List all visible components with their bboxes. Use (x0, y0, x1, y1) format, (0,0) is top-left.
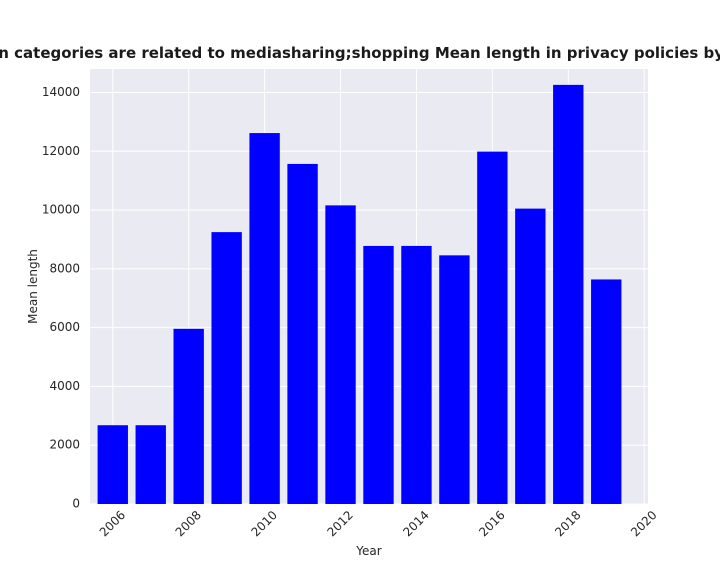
bar-2018 (553, 84, 584, 505)
x-tick-label: 2020 (628, 508, 659, 539)
x-tick-label: 2010 (249, 508, 280, 539)
bar-2011 (287, 163, 318, 505)
bar-2008 (173, 328, 204, 504)
bar-2016 (477, 151, 508, 504)
y-tick-labels: 0 2000 4000 6000 8000 10000 12000 14000 (42, 85, 80, 510)
y-tick-label: 14000 (42, 85, 80, 99)
y-tick-label: 2000 (49, 438, 80, 452)
bar-2009 (211, 232, 242, 504)
x-tick-label: 2006 (97, 508, 128, 539)
x-axis-label: Year (355, 544, 381, 558)
y-tick-label: 0 (72, 497, 80, 511)
y-tick-label: 12000 (42, 144, 80, 158)
bar-2019 (591, 279, 622, 504)
x-tick-label: 2008 (173, 508, 204, 539)
bars-group (97, 84, 622, 505)
x-tick-label: 2014 (400, 508, 431, 539)
chart-title: when categories are related to mediashar… (0, 44, 720, 62)
bar-2014 (401, 245, 432, 504)
x-tick-label: 2012 (324, 508, 355, 539)
y-tick-label: 10000 (42, 203, 80, 217)
x-tick-labels: 2006 2008 2010 2012 2014 2016 2018 2020 (97, 508, 660, 539)
bar-2013 (363, 245, 394, 504)
bar-2012 (325, 205, 356, 505)
y-axis-label: Mean length (26, 249, 40, 324)
bar-2007 (135, 425, 166, 504)
bar-2010 (249, 133, 280, 504)
x-tick-label: 2018 (552, 508, 583, 539)
bar-2017 (515, 208, 546, 504)
y-tick-label: 4000 (49, 379, 80, 393)
bar-2015 (439, 255, 470, 504)
y-tick-label: 8000 (49, 261, 80, 275)
y-tick-label: 6000 (49, 320, 80, 334)
bar-2006 (97, 425, 128, 504)
x-tick-label: 2016 (476, 508, 507, 539)
